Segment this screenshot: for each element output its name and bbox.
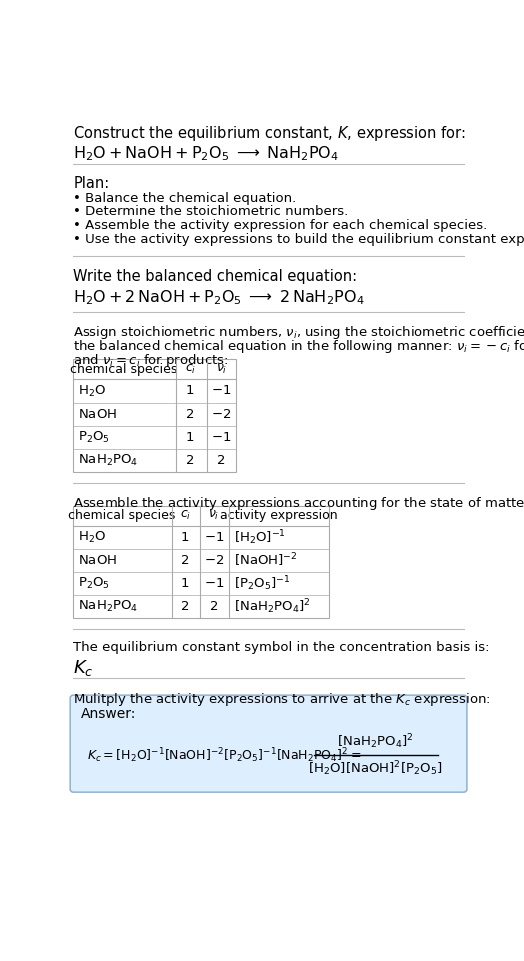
Text: The equilibrium constant symbol in the concentration basis is:: The equilibrium constant symbol in the c… (73, 641, 490, 654)
Text: • Balance the chemical equation.: • Balance the chemical equation. (73, 191, 297, 205)
Text: $\mathrm{NaH_2PO_4}$: $\mathrm{NaH_2PO_4}$ (78, 599, 138, 614)
Text: $[\mathrm{NaOH}]^{-2}$: $[\mathrm{NaOH}]^{-2}$ (234, 552, 297, 569)
Text: chemical species: chemical species (70, 363, 177, 376)
Text: $-1$: $-1$ (204, 577, 224, 590)
Text: $\mathrm{H_2O}$: $\mathrm{H_2O}$ (78, 383, 106, 399)
Text: • Assemble the activity expression for each chemical species.: • Assemble the activity expression for e… (73, 219, 487, 233)
Text: and $\nu_i = c_i$ for products:: and $\nu_i = c_i$ for products: (73, 352, 229, 369)
Text: Assign stoichiometric numbers, $\nu_i$, using the stoichiometric coefficients, $: Assign stoichiometric numbers, $\nu_i$, … (73, 324, 524, 341)
Text: the balanced chemical equation in the following manner: $\nu_i = -c_i$ for react: the balanced chemical equation in the fo… (73, 338, 524, 355)
Text: 1: 1 (181, 530, 190, 544)
Text: activity expression: activity expression (220, 509, 338, 522)
Text: $\mathrm{NaOH}$: $\mathrm{NaOH}$ (78, 407, 117, 421)
Text: $-1$: $-1$ (204, 530, 224, 544)
Bar (73, 359, 236, 472)
Text: $c_i$: $c_i$ (184, 363, 196, 376)
Text: 2: 2 (217, 454, 225, 467)
Text: $c_i$: $c_i$ (180, 509, 191, 522)
Text: 1: 1 (186, 431, 194, 444)
Text: 2: 2 (186, 407, 194, 421)
Text: $-1$: $-1$ (211, 431, 232, 444)
Text: $\mathrm{P_2O_5}$: $\mathrm{P_2O_5}$ (78, 430, 110, 445)
Text: Answer:: Answer: (81, 707, 136, 722)
Text: $\mathrm{P_2O_5}$: $\mathrm{P_2O_5}$ (78, 576, 110, 591)
Text: • Determine the stoichiometric numbers.: • Determine the stoichiometric numbers. (73, 206, 348, 218)
Text: $\mathrm{NaH_2PO_4}$: $\mathrm{NaH_2PO_4}$ (78, 453, 138, 468)
Text: $\mathrm{H_2O + NaOH + P_2O_5 \;\longrightarrow\; NaH_2PO_4}$: $\mathrm{H_2O + NaOH + P_2O_5 \;\longrig… (73, 144, 339, 162)
Text: 2: 2 (210, 600, 218, 613)
Text: • Use the activity expressions to build the equilibrium constant expression.: • Use the activity expressions to build … (73, 234, 524, 246)
Text: 2: 2 (181, 554, 190, 567)
Text: $\nu_i$: $\nu_i$ (215, 363, 227, 376)
Text: Write the balanced chemical equation:: Write the balanced chemical equation: (73, 268, 357, 283)
Text: $-1$: $-1$ (211, 384, 232, 398)
Text: Mulitply the activity expressions to arrive at the $K_c$ expression:: Mulitply the activity expressions to arr… (73, 691, 491, 707)
Bar (73, 505, 329, 618)
Text: $-2$: $-2$ (211, 407, 232, 421)
Text: $\mathrm{H_2O + 2\,NaOH + P_2O_5 \;\longrightarrow\; 2\,NaH_2PO_4}$: $\mathrm{H_2O + 2\,NaOH + P_2O_5 \;\long… (73, 288, 365, 308)
Text: $-2$: $-2$ (204, 554, 224, 567)
Text: $[\mathrm{NaH_2PO_4}]^{2}$: $[\mathrm{NaH_2PO_4}]^{2}$ (234, 597, 310, 616)
Text: Assemble the activity expressions accounting for the state of matter and $\nu_i$: Assemble the activity expressions accoun… (73, 495, 524, 512)
Text: 1: 1 (181, 577, 190, 590)
Text: 2: 2 (181, 600, 190, 613)
Text: Plan:: Plan: (73, 176, 110, 191)
Text: chemical species: chemical species (68, 509, 176, 522)
Text: $K_c$: $K_c$ (73, 658, 94, 678)
Text: $\mathrm{NaOH}$: $\mathrm{NaOH}$ (78, 554, 117, 567)
Text: $[\mathrm{H_2O}]^{-1}$: $[\mathrm{H_2O}]^{-1}$ (234, 528, 286, 547)
Text: 2: 2 (186, 454, 194, 467)
Text: Construct the equilibrium constant, $K$, expression for:: Construct the equilibrium constant, $K$,… (73, 124, 466, 143)
Text: $\mathrm{H_2O}$: $\mathrm{H_2O}$ (78, 530, 106, 545)
Text: $[\mathrm{H_2O}][\mathrm{NaOH}]^2[\mathrm{P_2O_5}]$: $[\mathrm{H_2O}][\mathrm{NaOH}]^2[\mathr… (308, 759, 443, 777)
FancyBboxPatch shape (70, 695, 467, 792)
Text: $K_c = [\mathrm{H_2O}]^{-1}[\mathrm{NaOH}]^{-2}[\mathrm{P_2O_5}]^{-1}[\mathrm{Na: $K_c = [\mathrm{H_2O}]^{-1}[\mathrm{NaOH… (87, 746, 362, 765)
Text: $[\mathrm{P_2O_5}]^{-1}$: $[\mathrm{P_2O_5}]^{-1}$ (234, 574, 290, 593)
Text: $\nu_i$: $\nu_i$ (208, 509, 220, 522)
Text: 1: 1 (186, 384, 194, 398)
Text: $[\mathrm{NaH_2PO_4}]^2$: $[\mathrm{NaH_2PO_4}]^2$ (337, 732, 414, 752)
